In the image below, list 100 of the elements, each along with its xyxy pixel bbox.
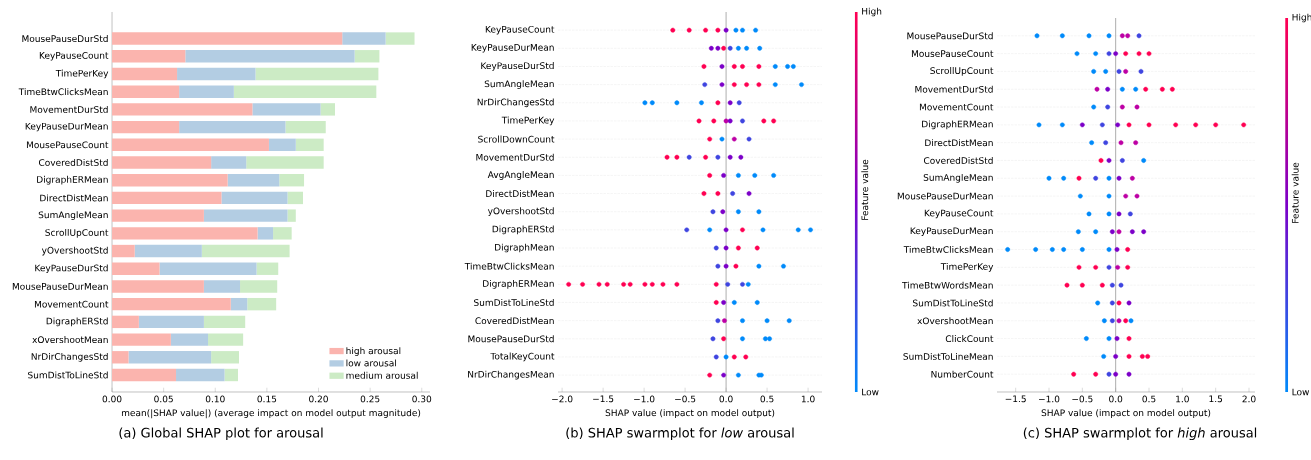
- y-tick-label: DirectDistMean: [925, 139, 993, 147]
- y-tick-label: MousePauseCount: [911, 50, 994, 58]
- text: Low: [862, 388, 879, 396]
- y-tick-label: NrDirChangesStd: [31, 352, 108, 362]
- y-tick-label: SumAngleMean: [484, 80, 554, 89]
- bar: [246, 156, 324, 169]
- bar: [201, 244, 290, 258]
- bar: [177, 67, 256, 81]
- bar: [268, 138, 296, 151]
- bar: [385, 32, 415, 45]
- y-tick-label: CoveredDistMean: [475, 317, 554, 325]
- y-tick-label: TimeBtwWordsMean: [902, 281, 993, 289]
- y-tick-label: DigraphERMean: [37, 175, 108, 185]
- y-tick-label: MousePauseDurMean: [897, 192, 993, 200]
- y-tick-label: MousePauseCount: [26, 141, 109, 149]
- y-tick-label: ClickCount: [945, 335, 994, 343]
- bar: [185, 50, 355, 63]
- x-tick-label: −1.0: [634, 395, 655, 403]
- x-tick-label: 1.5: [1209, 395, 1223, 403]
- y-tick-label: DigraphERMean: [922, 120, 993, 130]
- y-tick-label: SumDistToLineStd: [474, 299, 554, 306]
- text: (b) SHAP swarmplot for low arousal: [566, 427, 794, 441]
- y-tick-label: TotalKeyCount: [490, 352, 555, 362]
- x-axis-title: mean(|SHAP value|) (average impact on model output magnitude): [121, 409, 421, 419]
- bar: [257, 227, 274, 240]
- y-tick-label: CoveredDistStd: [38, 159, 108, 166]
- x-tick-label: 0.10: [205, 395, 225, 403]
- x-tick-label: 0.30: [412, 395, 432, 403]
- y-tick-label: KeyPauseCount: [924, 209, 994, 219]
- y-tick-label: MovementDurStd: [30, 105, 108, 113]
- bar: [112, 227, 258, 240]
- bar: [255, 67, 379, 81]
- legend-label: medium arousal: [346, 371, 418, 379]
- bar: [227, 174, 280, 187]
- bar: [112, 103, 253, 116]
- y-tick-label: TimeBtwClicksMean: [18, 88, 108, 96]
- bar: [138, 315, 204, 329]
- color-bar-title: Feature value: [1291, 162, 1299, 223]
- bar: [208, 333, 244, 346]
- bar: [247, 297, 277, 311]
- bar: [112, 368, 177, 382]
- bar: [295, 138, 324, 151]
- y-tick-label: DigraphERMean: [483, 279, 554, 289]
- y-tick-label: ScrollDownCount: [478, 135, 555, 143]
- y-tick-label: TimePerKey: [501, 116, 555, 126]
- x-tick-label: 1.0: [1176, 395, 1189, 403]
- y-tick-label: MovementDurStd: [476, 153, 554, 161]
- color-bar-title: Feature value: [861, 159, 869, 220]
- bar: [112, 32, 343, 45]
- x-axis-title: SHAP value (impact on model output): [605, 409, 775, 418]
- x-tick-label: −2.0: [552, 395, 573, 403]
- bar: [285, 120, 326, 134]
- text: High: [862, 7, 882, 17]
- bar: [112, 191, 222, 205]
- bar: [320, 103, 336, 116]
- bar: [112, 209, 204, 222]
- text: (c) SHAP swarmplot for high arousal: [1023, 427, 1257, 441]
- y-tick-label: DigraphERStd: [492, 225, 554, 235]
- bar: [134, 244, 202, 258]
- y-tick-label: TimeBtwClicksMean: [903, 246, 993, 253]
- bar: [354, 50, 380, 63]
- legend-label: low arousal: [346, 359, 396, 367]
- y-tick-label: ScrollUpCount: [45, 228, 109, 238]
- x-tick-label: −1.5: [1005, 395, 1026, 403]
- y-tick-label: SumDistToLineStd: [913, 299, 993, 307]
- x-tick-label: 0.20: [309, 395, 328, 403]
- y-tick-label: NrDirChangesMean: [468, 370, 554, 380]
- bar: [112, 315, 139, 329]
- y-tick-label: SumDistToLineStd: [28, 371, 108, 379]
- bar: [112, 85, 180, 98]
- y-tick-label: TimeBtwClicksMean: [464, 262, 554, 270]
- bar: [273, 227, 292, 240]
- text: (a) Global SHAP plot for arousal: [119, 427, 323, 441]
- x-tick-label: 0.25: [360, 395, 380, 403]
- y-tick-label: MovementCount: [919, 103, 994, 111]
- bar: [112, 333, 171, 346]
- y-tick-label: DigraphERStd: [46, 317, 108, 327]
- x-tick-label: 0.0: [719, 395, 733, 403]
- bar: [170, 333, 209, 346]
- bar: [112, 120, 180, 134]
- y-tick-label: DigraphMean: [495, 243, 554, 253]
- x-tick-label: 0.05: [154, 395, 173, 403]
- x-tick-label: 0.5: [760, 395, 774, 403]
- bar: [179, 85, 234, 98]
- x-tick-label: 0.5: [1142, 395, 1156, 403]
- bar: [211, 351, 240, 364]
- bar: [342, 32, 386, 45]
- bar: [224, 368, 238, 382]
- y-tick-label: MousePauseDurMean: [12, 283, 108, 290]
- y-tick-label: TimePerKey: [940, 262, 994, 272]
- bar: [211, 156, 247, 169]
- bar: [256, 262, 279, 275]
- bar: [252, 103, 321, 116]
- y-tick-label: DirectDistMean: [40, 194, 108, 202]
- bar: [179, 120, 286, 134]
- y-tick-label: NumberCount: [931, 370, 994, 378]
- x-tick-label: −0.5: [1072, 395, 1093, 403]
- y-tick-label: KeyPauseDurMean: [25, 122, 108, 132]
- y-tick-label: KeyPauseCount: [485, 25, 555, 35]
- x-tick-label: 1.0: [801, 395, 815, 403]
